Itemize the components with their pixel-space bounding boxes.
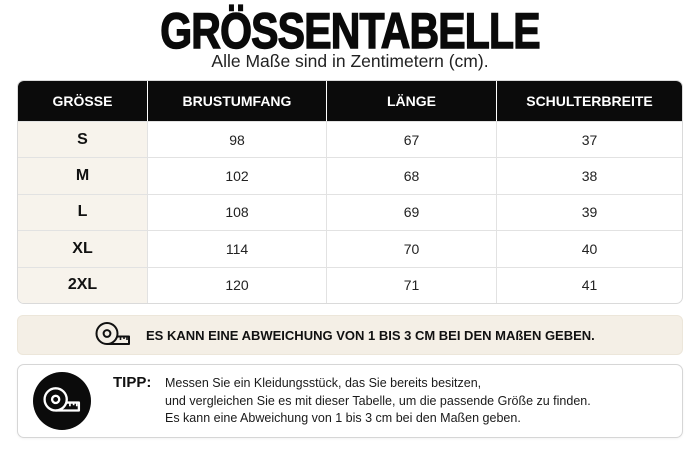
tip-icon-badge xyxy=(33,372,91,430)
column-header-brustumfang: BRUSTUMFANG xyxy=(148,81,327,121)
tape-measure-icon xyxy=(95,322,130,345)
column-header-groesse: GRÖSSE xyxy=(18,81,148,121)
size-label: XL xyxy=(18,231,148,267)
table-body: S 98 67 37 M 102 68 38 L 108 69 39 XL 11… xyxy=(18,121,682,303)
schulterbreite-value: 38 xyxy=(581,168,598,185)
size-label: L xyxy=(18,194,148,231)
laenge-value: 70 xyxy=(327,231,497,267)
page-subtitle: Alle Maße sind in Zentimetern (cm). xyxy=(211,51,489,71)
column-header-laenge: LÄNGE xyxy=(327,81,497,121)
brustumfang-value: 108 xyxy=(148,194,327,231)
table-row: 2XL 120 71 41 xyxy=(18,266,682,303)
brustumfang-value: 114 xyxy=(148,231,327,267)
schulterbreite-value: 37 xyxy=(581,131,598,148)
size-table: GRÖSSE BRUSTUMFANG LÄNGE SCHULTERBREITE … xyxy=(17,80,683,304)
column-header-schulterbreite: SCHULTERBREITE xyxy=(497,81,682,121)
laenge-value: 69 xyxy=(327,194,497,231)
table-header-row: GRÖSSE BRUSTUMFANG LÄNGE SCHULTERBREITE xyxy=(18,81,682,121)
deviation-notice: ES KANN EINE ABWEICHUNG VON 1 BIS 3 CM B… xyxy=(17,315,683,355)
tip-text: Messen Sie ein Kleidungsstück, das Sie b… xyxy=(165,375,591,428)
size-label: 2XL xyxy=(18,267,148,303)
table-row: S 98 67 37 xyxy=(18,121,682,158)
tip-line: Messen Sie ein Kleidungsstück, das Sie b… xyxy=(165,376,482,390)
table-row: L 108 69 39 xyxy=(18,193,682,231)
tip-label: TIPP: xyxy=(113,374,152,391)
laenge-value: 71 xyxy=(327,267,497,303)
notice-text: ES KANN EINE ABWEICHUNG VON 1 BIS 3 CM B… xyxy=(146,327,595,343)
size-label: M xyxy=(18,158,148,194)
schulterbreite-value: 41 xyxy=(581,277,598,294)
laenge-value: 68 xyxy=(327,158,497,194)
table-row: XL 114 70 40 xyxy=(18,230,682,267)
tape-measure-icon xyxy=(43,387,81,412)
brustumfang-value: 120 xyxy=(148,267,327,303)
brustumfang-value: 98 xyxy=(148,122,327,158)
tip-line: und vergleichen Sie es mit dieser Tabell… xyxy=(165,393,591,408)
schulterbreite-value: 39 xyxy=(581,204,598,221)
tip-box: TIPP: Messen Sie ein Kleidungsstück, das… xyxy=(17,364,683,438)
laenge-value: 67 xyxy=(327,122,497,158)
table-row: M 102 68 38 xyxy=(18,157,682,194)
size-label: S xyxy=(18,122,148,158)
tip-line: Es kann eine Abweichung von 1 bis 3 cm b… xyxy=(165,411,521,425)
brustumfang-value: 102 xyxy=(148,158,327,194)
page-title: GRÖSSENTABELLE xyxy=(160,3,542,59)
schulterbreite-value: 40 xyxy=(581,240,598,257)
